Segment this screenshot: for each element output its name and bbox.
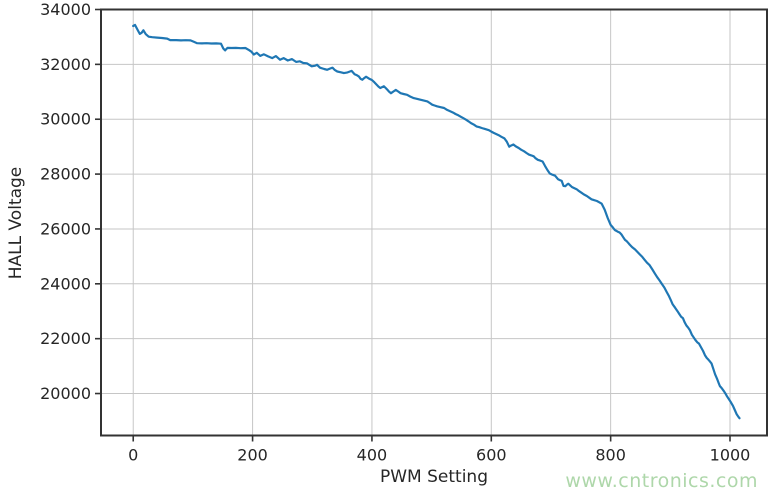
x-tick-label: 800 — [595, 446, 626, 465]
x-tick-label: 600 — [476, 446, 507, 465]
y-axis-label: HALL Voltage — [6, 167, 26, 280]
axes-spines — [100, 8, 768, 437]
y-tick-label: 32000 — [40, 55, 91, 74]
x-axis-label: PWM Setting — [380, 467, 488, 487]
y-tick-label: 24000 — [40, 274, 91, 293]
x-tick-label: 400 — [357, 446, 388, 465]
y-tick-label: 34000 — [40, 0, 91, 19]
y-tick-label: 22000 — [40, 329, 91, 348]
x-tick-label: 0 — [128, 446, 138, 465]
y-tick-label: 28000 — [40, 165, 91, 184]
y-tick-label: 26000 — [40, 219, 91, 238]
y-tick-label: 30000 — [40, 110, 91, 129]
hall-voltage-line — [132, 23, 741, 420]
watermark-text: www.cntronics.com — [565, 470, 758, 492]
y-tick-label: 20000 — [40, 384, 91, 403]
x-tick-label: 1000 — [710, 446, 751, 465]
x-tick-label: 200 — [237, 446, 268, 465]
plot-area: 0 200 400 600 800 1000 20000 22000 24000 26000 280… — [40, 0, 768, 465]
